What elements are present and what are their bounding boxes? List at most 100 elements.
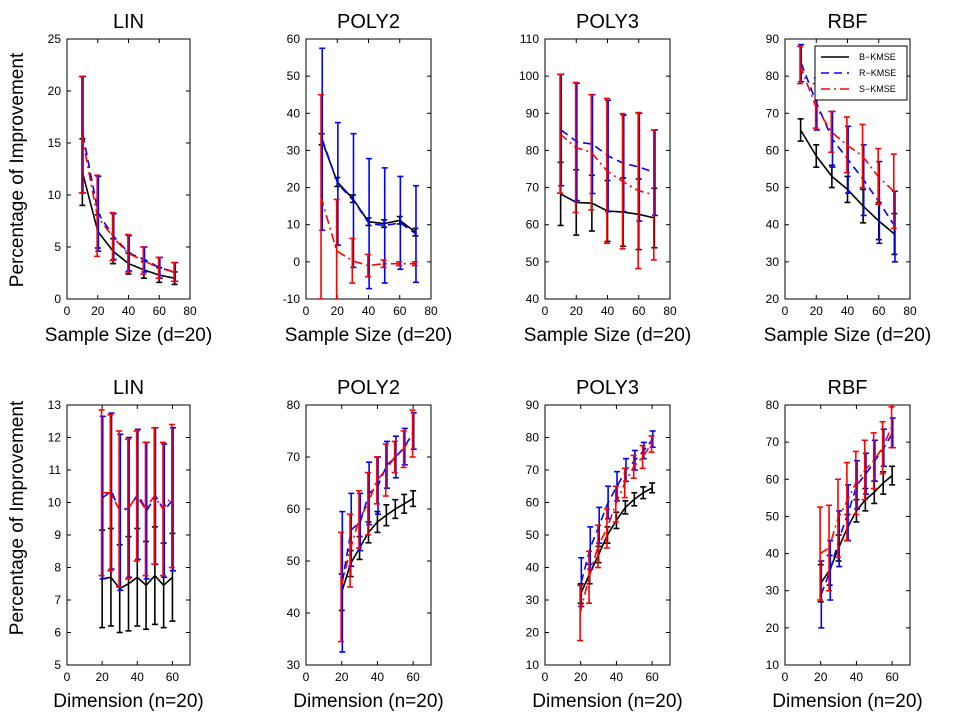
- x-tick-label: 20: [91, 304, 105, 318]
- x-tick-label: 80: [663, 304, 677, 318]
- subplot-7: 0 20 40 60 10 20 30 40 50 60 70 80 90 POLY3 Dimension …: [526, 377, 683, 712]
- subplot-6: 0 20 40 60 30 40 50 60 70 80 POLY2 Dimension (n=20): [287, 377, 444, 712]
- y-axis-label-bottom: Percentage of Improvement: [7, 400, 28, 635]
- series-S−KMSE: [577, 435, 655, 642]
- y-tick-label: 0: [293, 255, 300, 269]
- axes-frame: [305, 404, 432, 666]
- plot-area: [557, 73, 658, 270]
- legend-label: R−KMSE: [859, 68, 896, 78]
- y-tick-label: 11: [49, 463, 62, 477]
- x-tick-label: 20: [810, 304, 824, 318]
- y-tick-label: 40: [766, 547, 780, 561]
- subplot-title: POLY2: [337, 377, 400, 399]
- y-tick-label: 50: [526, 528, 540, 542]
- y-tick-label: 50: [287, 554, 301, 568]
- y-tick-label: 80: [526, 143, 540, 157]
- y-tick-label: 90: [526, 106, 540, 120]
- subplot-title: POLY2: [337, 11, 400, 33]
- series-line: [340, 497, 414, 593]
- y-tick-label: 50: [526, 255, 540, 269]
- series-line: [82, 134, 176, 273]
- x-tick-label: 60: [406, 670, 420, 684]
- legend-box: [814, 45, 908, 101]
- y-tick-label: 60: [766, 472, 780, 486]
- x-tick-label: 20: [570, 304, 584, 318]
- series-S−KMSE: [78, 75, 178, 283]
- y-tick-label: 10: [287, 218, 301, 232]
- series-R−KMSE: [558, 73, 658, 222]
- series-line: [320, 196, 415, 267]
- y-tick-label: 15: [48, 136, 62, 150]
- subplot-title: POLY3: [576, 11, 639, 33]
- x-axis-label: Dimension (n=20): [772, 691, 923, 712]
- series-line: [101, 491, 173, 511]
- x-axis-label: Sample Size (d=20): [285, 325, 452, 346]
- x-tick-label: 20: [331, 304, 345, 318]
- y-tick-label: 10: [526, 658, 540, 672]
- subplot-1: 0 20 40 60 80 0 5 10 15 20 25 LIN Sample Size (d=20): [45, 11, 212, 346]
- y-tick-label: 30: [287, 658, 301, 672]
- y-tick-label: 70: [766, 106, 780, 120]
- axes-frame: [784, 404, 911, 666]
- y-axis-label-top: Percentage of Improvement: [7, 52, 28, 287]
- series-line: [321, 139, 417, 235]
- x-tick-label: 0: [64, 304, 71, 318]
- x-tick-label: 60: [393, 304, 407, 318]
- x-tick-label: 20: [574, 670, 588, 684]
- subplot-3: 0 20 40 60 80 40 50 60 70 80 90 100 110 POLY3 Sample S…: [519, 11, 691, 346]
- legend-label: S−KMSE: [859, 84, 896, 94]
- y-tick-label: 40: [766, 218, 780, 232]
- x-tick-label: 80: [424, 304, 438, 318]
- y-tick-label: 40: [526, 292, 540, 306]
- series-S−KMSE: [817, 406, 895, 601]
- y-tick-label: 7: [54, 593, 61, 607]
- y-tick-label: 60: [526, 218, 540, 232]
- y-tick-label: 110: [520, 32, 539, 46]
- x-tick-label: 40: [371, 670, 385, 684]
- x-tick-label: 40: [131, 670, 145, 684]
- y-tick-label: 20: [48, 84, 62, 98]
- series-S−KMSE: [98, 409, 175, 588]
- y-tick-label: 30: [526, 593, 540, 607]
- x-axis-label: Sample Size (d=20): [45, 325, 212, 346]
- series-R−KMSE: [79, 75, 179, 283]
- y-tick-label: 70: [287, 450, 301, 464]
- y-tick-label: 20: [287, 181, 301, 195]
- y-tick-label: 13: [48, 398, 62, 412]
- y-tick-label: 40: [287, 606, 301, 620]
- subplot-title: RBF: [828, 377, 868, 399]
- x-tick-label: 20: [335, 670, 349, 684]
- y-tick-label: 90: [526, 398, 540, 412]
- legend: B−KMSE R−KMSE S−KMSE: [814, 45, 908, 101]
- x-axis-label: Dimension (n=20): [53, 691, 204, 712]
- y-tick-label: 20: [766, 621, 780, 635]
- series-line: [580, 438, 654, 583]
- y-tick-label: 50: [766, 509, 780, 523]
- series-S−KMSE: [318, 93, 418, 299]
- subplot-title: LIN: [113, 377, 144, 399]
- y-tick-label: 30: [287, 143, 301, 157]
- y-tick-label: 0: [54, 292, 61, 306]
- y-tick-label: 10: [48, 188, 62, 202]
- x-tick-label: 60: [645, 670, 659, 684]
- x-tick-label: 0: [782, 670, 789, 684]
- y-tick-label: 10: [766, 658, 780, 672]
- series-R−KMSE: [319, 47, 419, 290]
- series-S−KMSE: [338, 409, 416, 643]
- series-line: [799, 64, 895, 192]
- series-line: [579, 443, 653, 614]
- y-tick-label: 12: [48, 431, 62, 445]
- x-tick-label: 0: [303, 670, 310, 684]
- subplot-title: LIN: [113, 11, 144, 33]
- x-tick-label: 40: [850, 670, 864, 684]
- y-tick-label: 80: [526, 431, 540, 445]
- y-tick-label: 40: [526, 561, 540, 575]
- y-tick-label: 80: [287, 398, 301, 412]
- plot-area: [797, 43, 898, 263]
- x-tick-label: 40: [601, 304, 615, 318]
- series-line: [81, 134, 175, 273]
